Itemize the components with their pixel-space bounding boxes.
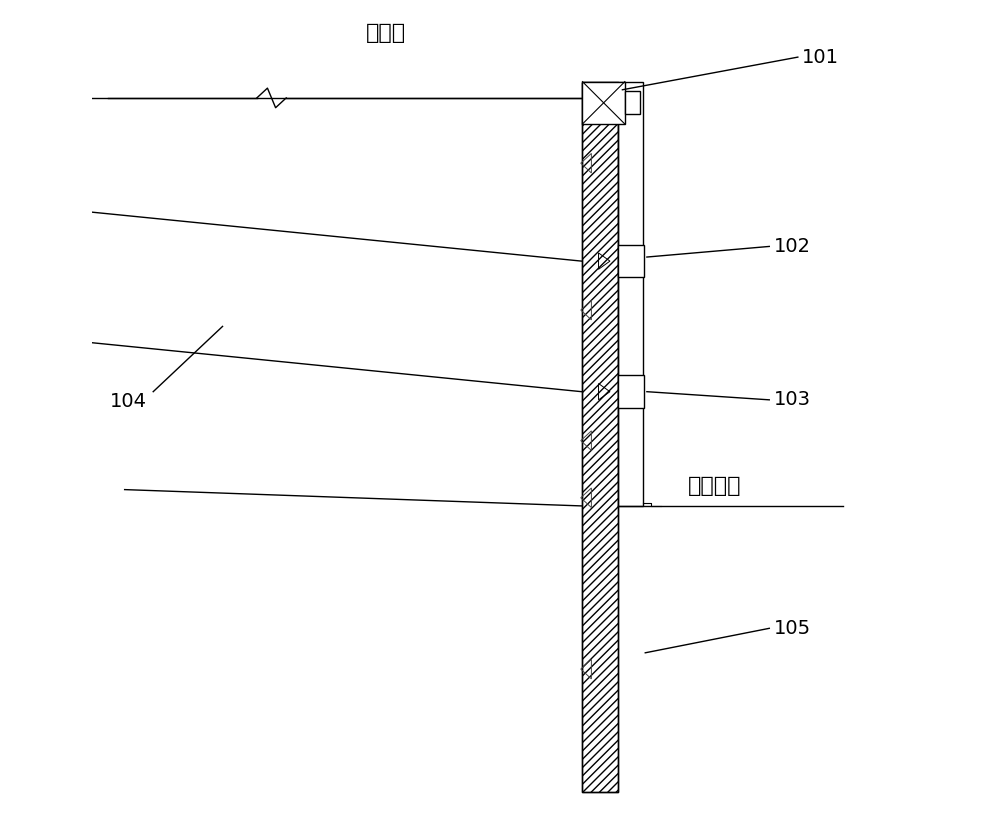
Bar <box>618 245 644 277</box>
Text: 105: 105 <box>774 619 811 638</box>
Bar <box>625 91 640 114</box>
Text: 101: 101 <box>802 47 839 67</box>
Bar <box>582 82 618 792</box>
Text: 103: 103 <box>774 390 811 410</box>
Bar <box>582 82 625 124</box>
Text: 104: 104 <box>110 392 147 411</box>
Bar <box>618 82 643 506</box>
Text: 102: 102 <box>774 237 811 256</box>
Text: 基坑底线: 基坑底线 <box>688 476 741 496</box>
Bar <box>582 82 618 792</box>
Text: 地平线: 地平线 <box>366 23 406 42</box>
Bar <box>618 375 644 408</box>
